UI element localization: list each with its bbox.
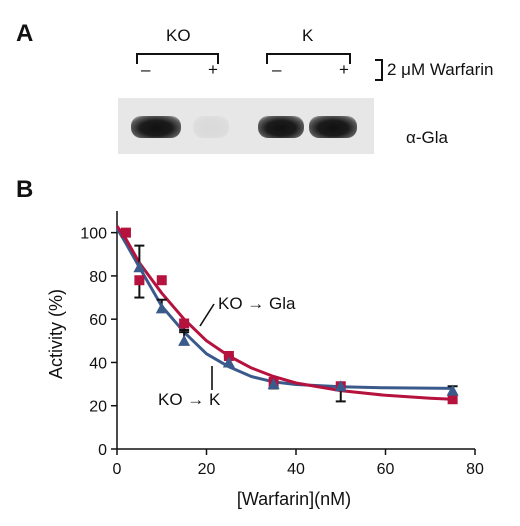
y-tick-label: 20 [89,399,107,416]
panel-b-letter: B [16,176,34,203]
data-point-k [133,261,146,273]
lane-k-plus: + [339,60,349,79]
x-tick-label: 60 [377,461,395,478]
treatment-bracket [375,59,383,81]
group-label-k: K [302,26,314,45]
data-point-gla [179,318,190,329]
data-point-gla [223,350,234,361]
x-tick-label: 0 [113,461,122,478]
data-point-k [155,302,168,314]
lane-ko-plus: + [208,60,218,79]
blot-band-k-plus [309,116,357,138]
annotation-ko-gla: KO → Gla [218,294,296,313]
annotation-pointer-gla [199,303,215,327]
y-axis-label: Activity (%) [46,289,66,379]
y-tick-label: 80 [89,269,107,286]
blot-band-ko-plus [193,116,229,138]
blot-band-k-minus [258,116,304,138]
data-point-k [222,356,235,368]
y-tick-label: 100 [80,226,107,243]
data-point-gla [134,275,145,286]
panel-a-letter: A [16,20,34,47]
curve-series-0 [115,225,453,401]
data-point-gla [120,227,131,238]
x-tick-label: 20 [198,461,216,478]
x-axis-label: [Warfarin](nM) [237,489,351,509]
data-point-k [446,384,459,396]
data-point-k [267,378,280,390]
blot-label: α-Gla [406,128,448,147]
lane-ko-minus: – [141,60,151,79]
x-tick-label: 80 [466,461,484,478]
x-tick-label: 40 [287,461,305,478]
annotation-ko-k: KO → K [158,390,221,409]
data-point-gla [156,275,167,286]
data-point-k [334,380,347,392]
y-tick-label: 40 [89,355,107,372]
lane-k-minus: – [272,60,282,79]
group-bracket-ko [136,53,219,64]
y-tick-label: 60 [89,312,107,329]
data-point-gla [447,394,458,405]
group-label-ko: KO [166,26,191,45]
group-bracket-k [266,53,351,64]
blot-band-ko-minus [131,116,181,138]
data-point-k [178,334,191,346]
warfarin-treatment-label: 2 μM Warfarin [387,60,494,79]
y-tick-label: 0 [98,442,107,459]
